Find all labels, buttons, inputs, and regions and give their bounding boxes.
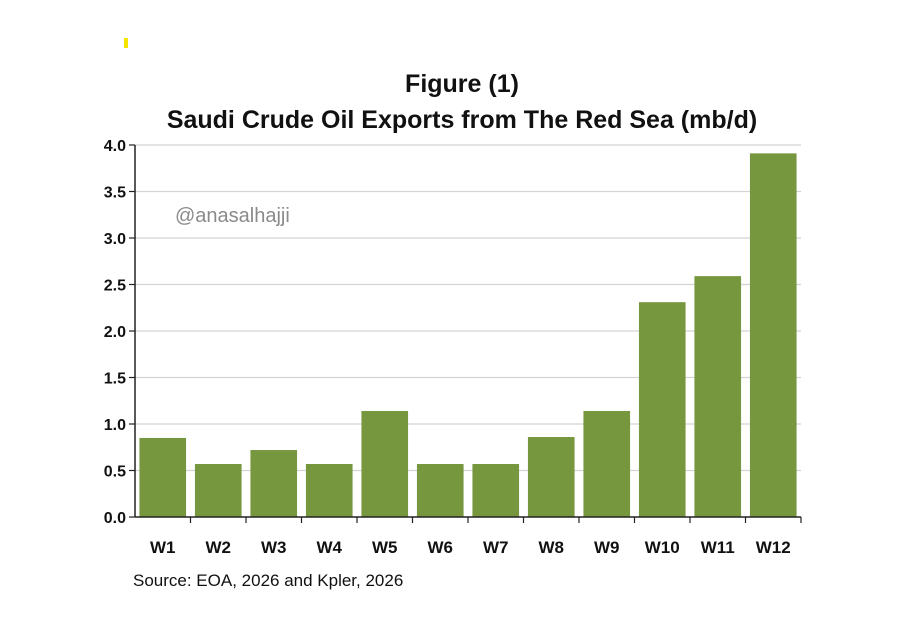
x-tick-label: W2 — [206, 538, 232, 557]
chart-title: Figure (1) — [405, 70, 519, 98]
watermark-annotation: @anasalhajji — [175, 205, 290, 227]
bar-w1 — [139, 437, 187, 517]
y-tick-label: 2.0 — [104, 324, 126, 341]
y-tick-label: 0.0 — [104, 510, 126, 527]
x-tick-labels: W1 W2 W3 W4 W5 W6 W7 W8 W9 W10 W11 W12 — [150, 517, 802, 557]
bar-w7 — [472, 463, 520, 517]
bar-w8 — [527, 437, 575, 517]
gridlines — [135, 144, 801, 472]
y-tick-label: 1.0 — [104, 417, 126, 434]
x-tick-label: W4 — [317, 538, 343, 557]
x-tick-label: W9 — [594, 538, 620, 557]
y-tick-label: 3.5 — [104, 185, 126, 202]
y-tick-label: 3.0 — [104, 231, 126, 248]
x-tick-label: W11 — [701, 538, 735, 557]
bar-w3 — [250, 450, 298, 517]
bar-w5 — [361, 410, 409, 517]
bar-w10 — [638, 302, 686, 517]
bar-w12 — [749, 153, 797, 517]
bar-w4 — [305, 463, 353, 517]
chart-subtitle: Saudi Crude Oil Exports from The Red Sea… — [167, 106, 757, 134]
y-tick-label: 0.5 — [104, 464, 126, 481]
x-tick-label: W3 — [261, 538, 287, 557]
x-tick-label: W10 — [645, 538, 680, 557]
y-tick-label: 2.5 — [104, 278, 126, 295]
x-tick-label: W12 — [756, 538, 791, 557]
x-tick-label: W5 — [372, 538, 398, 557]
bar-w2 — [194, 463, 242, 517]
x-tick-label: W7 — [483, 538, 509, 557]
y-tick-label: 1.5 — [104, 371, 126, 388]
source-note: Source: EOA, 2026 and Kpler, 2026 — [133, 571, 403, 590]
bar-w11 — [694, 276, 742, 517]
bar-w9 — [583, 410, 631, 517]
x-tick-label: W1 — [150, 538, 176, 557]
x-tick-label: W6 — [428, 538, 454, 557]
yellow-mark — [124, 38, 128, 48]
y-tick-label: 4.0 — [104, 138, 126, 155]
y-tick-labels: 0.0 0.5 1.0 1.5 2.0 2.5 3.0 3.5 4.0 — [104, 138, 135, 527]
bar-w6 — [416, 463, 464, 517]
bars — [139, 153, 797, 517]
x-tick-label: W8 — [539, 538, 565, 557]
